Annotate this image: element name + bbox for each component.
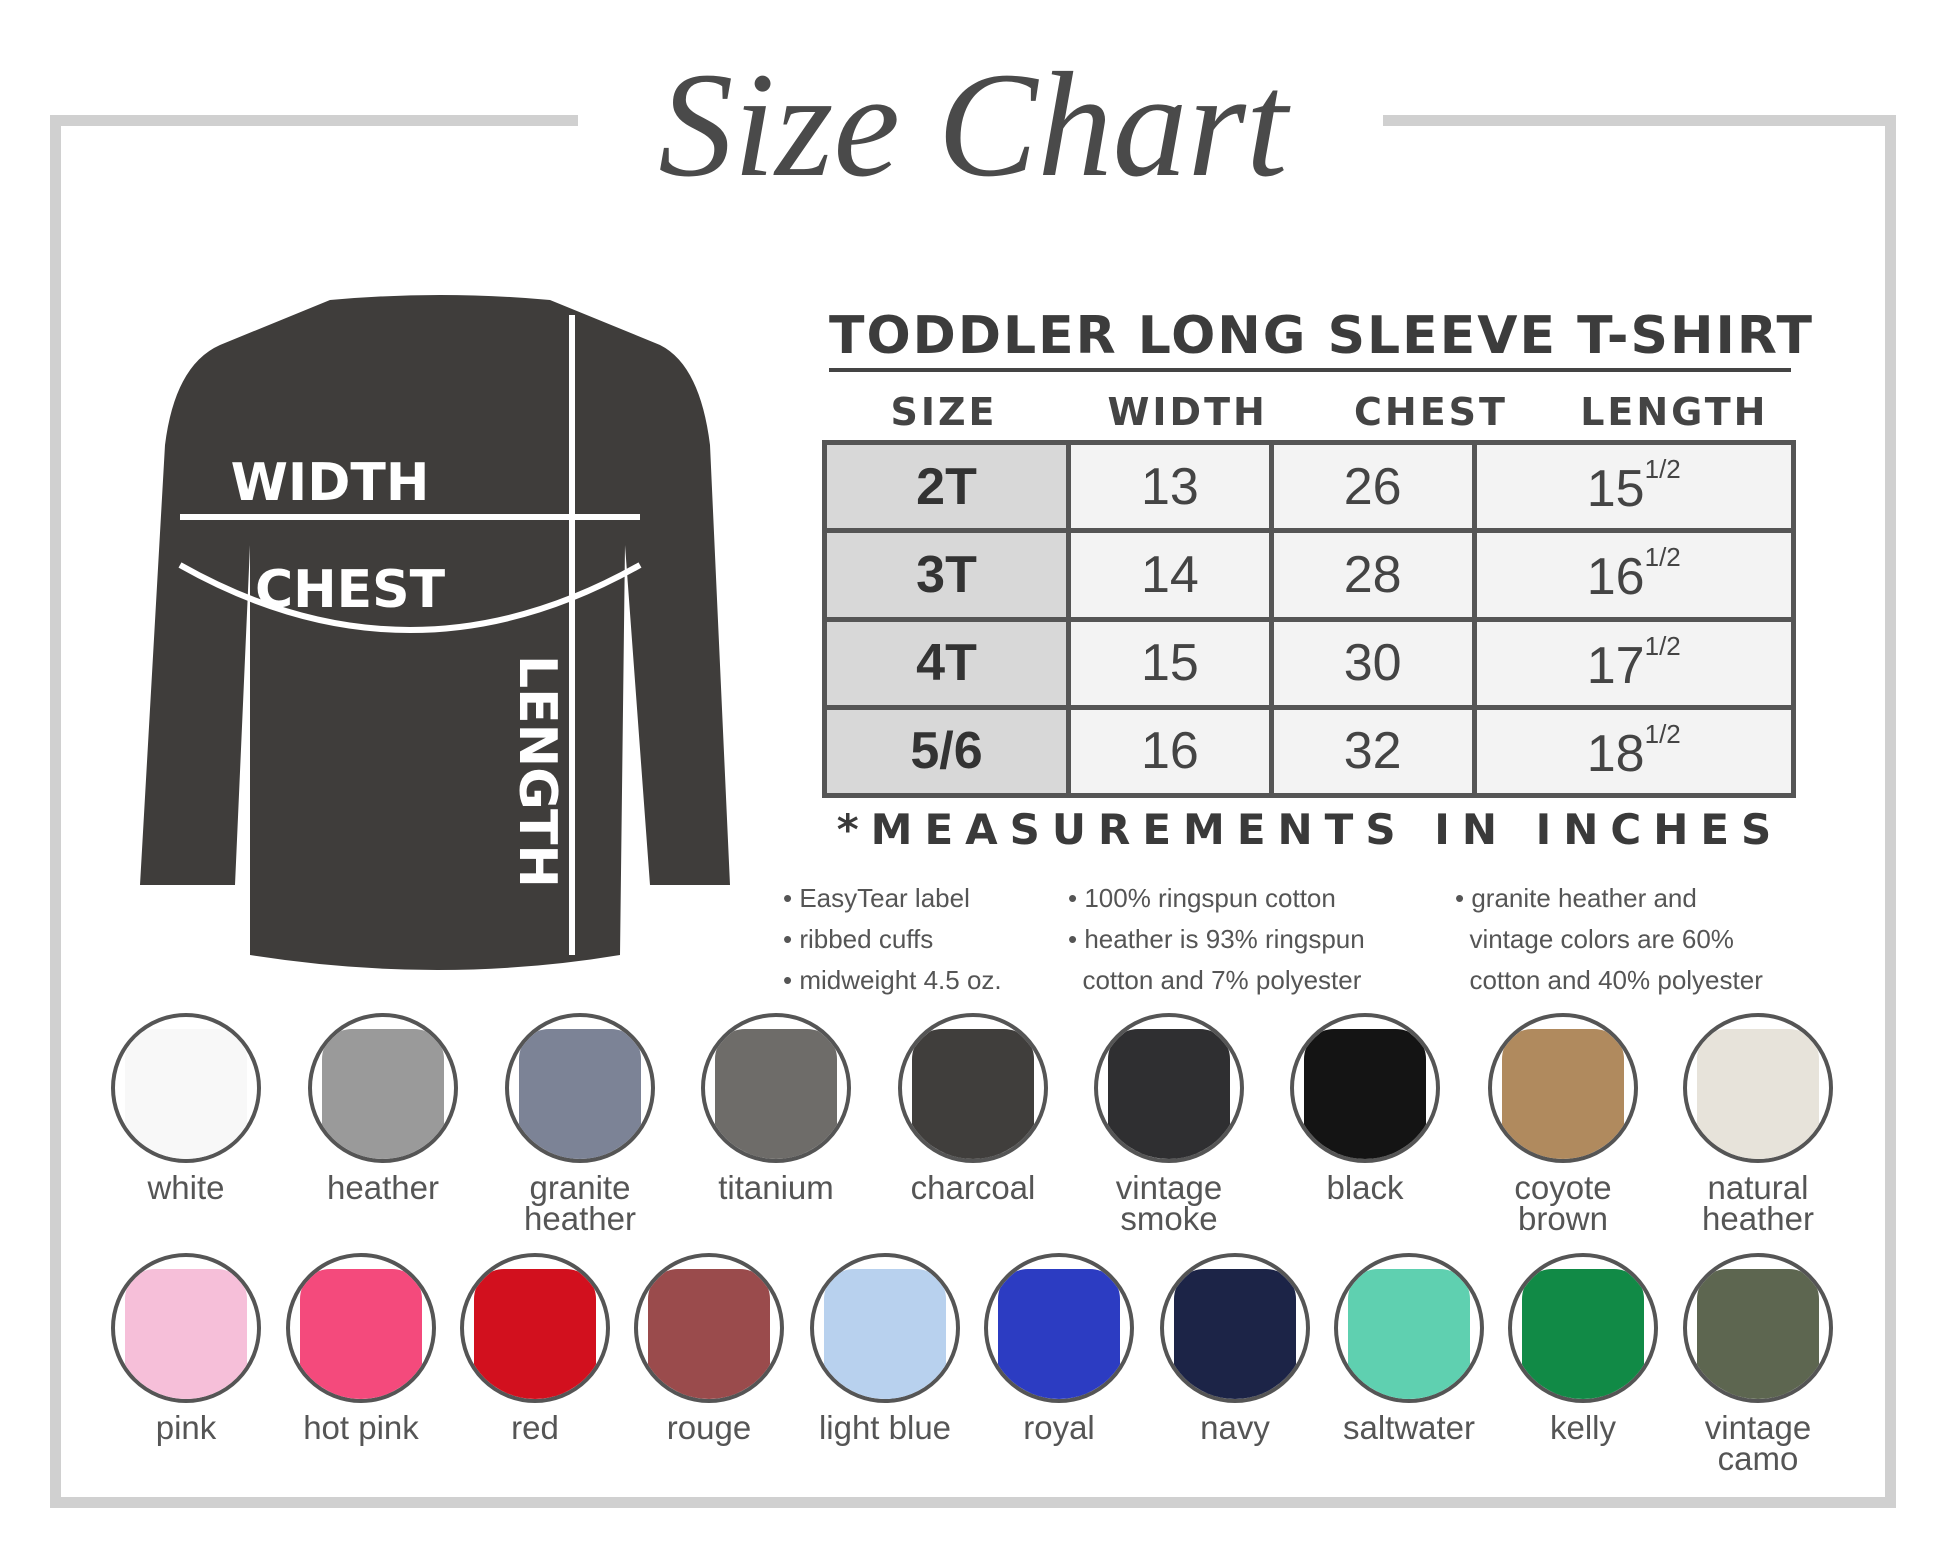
shirt-swatch-icon (1502, 1029, 1624, 1159)
color-label: black (1326, 1169, 1404, 1206)
shirt-swatch-icon (474, 1269, 596, 1399)
color-swatch (1683, 1013, 1833, 1163)
size-table: 2T 13 26 151/2 3T 14 28 161/2 4T 15 30 171/2 5/6 16 32… (822, 439, 1797, 799)
product-title: TODDLER LONG SLEEVE T-SHIRT (829, 306, 1812, 372)
shirt-swatch-icon (715, 1029, 837, 1159)
color-swatch (111, 1013, 261, 1163)
color-swatch (1683, 1253, 1833, 1403)
color-swatch (286, 1253, 436, 1403)
shirt-image (140, 295, 730, 970)
shirt-swatch-icon (824, 1269, 946, 1399)
chest-cell: 26 (1268, 439, 1477, 534)
features-col-1: • EasyTear label • ribbed cuffs • midweigh… (783, 883, 1002, 995)
col-size: SIZE (890, 390, 998, 434)
length-cell: 151/2 (1471, 439, 1797, 534)
color-label: rouge (666, 1409, 752, 1446)
size-cell: 4T (822, 616, 1071, 710)
color-label: royal (1023, 1409, 1095, 1446)
shirt-swatch-icon (648, 1269, 770, 1399)
shirt-swatch-icon (322, 1029, 444, 1159)
color-swatch (701, 1013, 851, 1163)
shirt-swatch-icon (998, 1269, 1120, 1399)
table-header: SIZE WIDTH CHEST LENGTH (822, 390, 1796, 434)
color-label: granite heather (524, 1169, 636, 1237)
width-cell: 15 (1066, 616, 1274, 710)
features-col-2: • 100% ringspun cotton • heather is 93% r… (1068, 883, 1365, 995)
chest-cell: 28 (1268, 528, 1477, 622)
table-row: 4T 15 30 171/2 (822, 616, 1797, 710)
color-swatch (1290, 1013, 1440, 1163)
col-length: LENGTH (1580, 390, 1769, 434)
shirt-swatch-icon (300, 1269, 422, 1399)
length-cell: 181/2 (1471, 704, 1797, 799)
shirt-swatch-icon (125, 1029, 247, 1159)
table-row: 3T 14 28 161/2 (822, 528, 1797, 622)
color-label: natural heather (1702, 1169, 1814, 1237)
color-label: hot pink (303, 1409, 419, 1446)
length-cell: 161/2 (1471, 528, 1797, 622)
color-swatch (308, 1013, 458, 1163)
color-label: vintage camo (1704, 1409, 1812, 1477)
color-swatch (634, 1253, 784, 1403)
color-swatch (1508, 1253, 1658, 1403)
color-label: vintage smoke (1115, 1169, 1223, 1237)
shirt-diagram: WIDTH CHEST LENGTH (140, 295, 730, 970)
color-swatch (505, 1013, 655, 1163)
shirt-swatch-icon (1348, 1269, 1470, 1399)
color-label: navy (1200, 1409, 1270, 1446)
shirt-swatch-icon (1522, 1269, 1644, 1399)
size-cell: 5/6 (822, 704, 1071, 799)
shirt-swatch-icon (125, 1269, 247, 1399)
table-row: 5/6 16 32 181/2 (822, 704, 1797, 799)
size-cell: 2T (822, 439, 1071, 534)
color-label: red (511, 1409, 559, 1446)
color-swatch (984, 1253, 1134, 1403)
color-swatch (111, 1253, 261, 1403)
shirt-swatch-icon (1304, 1029, 1426, 1159)
color-label: kelly (1549, 1409, 1617, 1446)
chest-cell: 30 (1268, 616, 1477, 710)
length-label: LENGTH (507, 655, 567, 888)
color-label: titanium (718, 1169, 834, 1206)
col-width: WIDTH (1107, 390, 1268, 434)
color-label: heather (327, 1169, 439, 1206)
color-swatch (898, 1013, 1048, 1163)
width-cell: 13 (1066, 439, 1274, 534)
title-backdrop (578, 105, 1383, 135)
color-label: charcoal (910, 1169, 1036, 1206)
shirt-swatch-icon (519, 1029, 641, 1159)
color-swatch (1094, 1013, 1244, 1163)
shirt-swatch-icon (1108, 1029, 1230, 1159)
color-swatch (1160, 1253, 1310, 1403)
color-swatch (810, 1253, 960, 1403)
table-row: 2T 13 26 151/2 (822, 439, 1797, 534)
page-title: Size Chart (658, 42, 1288, 208)
color-swatch (1488, 1013, 1638, 1163)
measurement-note: *MEASUREMENTS IN INCHES (836, 805, 1784, 854)
shirt-swatch-icon (1697, 1269, 1819, 1399)
col-chest: CHEST (1354, 390, 1508, 434)
color-swatch (1334, 1253, 1484, 1403)
size-cell: 3T (822, 528, 1071, 622)
color-label: white (147, 1169, 225, 1206)
shirt-swatch-icon (1174, 1269, 1296, 1399)
width-label: WIDTH (231, 453, 430, 513)
color-label: saltwater (1342, 1409, 1476, 1446)
width-cell: 14 (1066, 528, 1274, 622)
width-cell: 16 (1066, 704, 1274, 799)
length-cell: 171/2 (1471, 616, 1797, 710)
color-label: pink (155, 1409, 217, 1446)
color-label: coyote brown (1514, 1169, 1612, 1237)
color-swatch (460, 1253, 610, 1403)
chest-label: CHEST (255, 560, 446, 620)
color-label: light blue (818, 1409, 952, 1446)
shirt-swatch-icon (912, 1029, 1034, 1159)
shirt-swatch-icon (1697, 1029, 1819, 1159)
chest-cell: 32 (1268, 704, 1477, 799)
features-col-3: • granite heather and vintage colors are… (1455, 883, 1763, 995)
